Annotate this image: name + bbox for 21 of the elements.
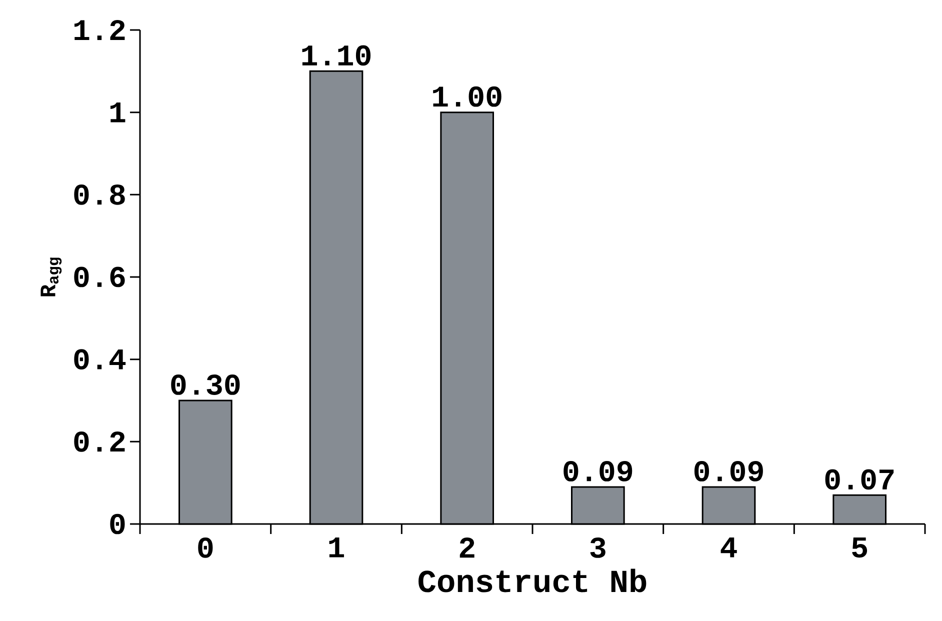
x-tick-label: 5 — [852, 538, 868, 558]
x-axis-title: Construct Nb — [418, 568, 646, 592]
y-tick-label: 1 — [110, 102, 126, 122]
y-tick-label: 0.4 — [74, 349, 126, 370]
data-label: 0.30 — [171, 374, 240, 395]
y-tick-label: 0.2 — [74, 431, 125, 452]
y-tick-label: 0 — [110, 514, 125, 534]
data-label: 1.10 — [302, 45, 371, 66]
x-tick-label: 4 — [720, 538, 737, 558]
y-axis-title: R$_{agg}$ — [40, 258, 62, 296]
data-label: 0.07 — [825, 469, 894, 490]
x-tick-label: 0 — [198, 538, 213, 558]
data-label: 1.00 — [433, 86, 502, 107]
data-label: 0.09 — [564, 461, 632, 482]
x-tick-label: 1 — [329, 538, 344, 558]
data-label: 0.09 — [694, 461, 763, 482]
x-tick-label: 3 — [590, 538, 606, 558]
x-tick-label: 2 — [460, 538, 474, 558]
y-tick-label: 1.2 — [74, 20, 125, 40]
y-tick-label: 0.6 — [74, 266, 125, 288]
y-tick-label: 0.8 — [74, 184, 125, 205]
